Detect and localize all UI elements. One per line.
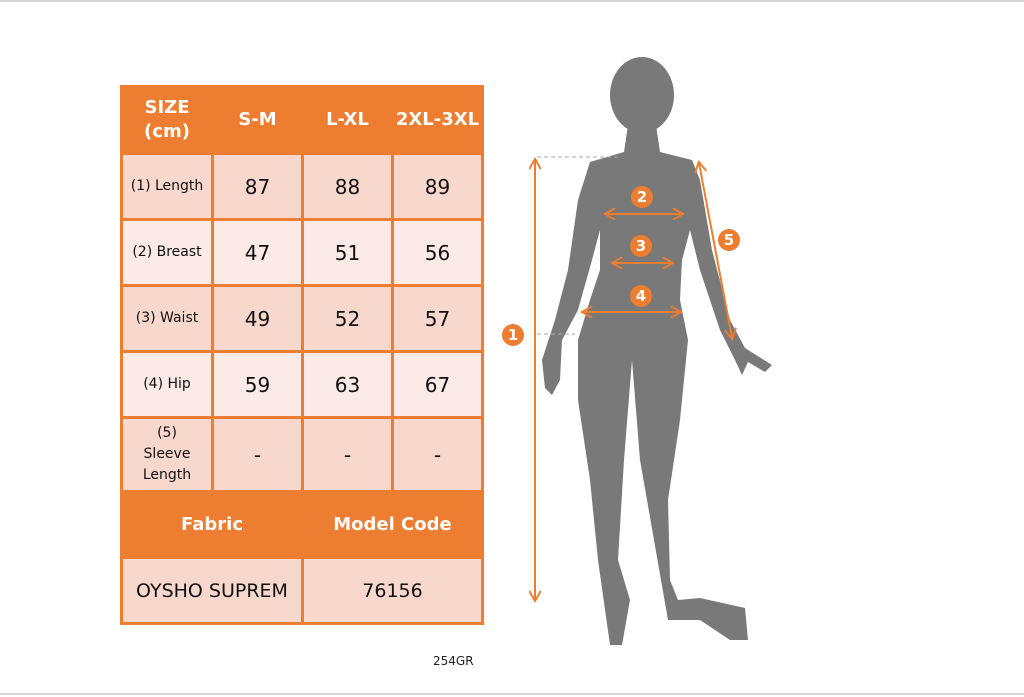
cell: - [211,416,304,493]
marker-5-circle [718,229,740,251]
cell: 59 [211,350,304,419]
table-row: (5) Sleeve Length - - - [120,416,484,493]
marker-2: 2 [637,188,647,206]
cell: 67 [391,350,484,419]
row-label: (1) Length [120,152,214,221]
model-code-header: Model Code [301,490,484,559]
fabric-row: OYSHO SUPREM 76156 [120,556,484,625]
fabric-value: OYSHO SUPREM [120,556,304,625]
model-code-value: 76156 [301,556,484,625]
body-silhouette [542,57,772,645]
marker-2-circle [631,186,653,208]
marker-4: 4 [636,287,646,305]
header-size: SIZE (cm) [120,85,214,155]
header-2xl-3xl: 2XL-3XL [391,85,484,155]
table-header-row: SIZE (cm) S-M L-XL 2XL-3XL [120,85,484,155]
cell: 51 [301,218,394,287]
sleeve-arrow [699,163,732,338]
cell: 63 [301,350,394,419]
cell: 87 [211,152,304,221]
marker-5: 5 [724,231,734,249]
cell: - [391,416,484,493]
cell: 56 [391,218,484,287]
row-label: (4) Hip [120,350,214,419]
fabric-header: Fabric [120,490,304,559]
header-l-xl: L-XL [301,85,394,155]
row-label: (5) Sleeve Length [120,416,214,493]
cell: 88 [301,152,394,221]
marker-4-circle [630,285,652,307]
marker-1-circle [502,324,524,346]
cell: 49 [211,284,304,353]
bottom-border [0,693,1024,695]
table-row: (1) Length 87 88 89 [120,152,484,221]
product-code: 254GR [433,654,474,668]
top-border [0,0,1024,2]
row-label: (3) Waist [120,284,214,353]
cell: - [301,416,394,493]
marker-3-circle [630,235,652,257]
marker-3: 3 [636,237,646,255]
row-label: (2) Breast [120,218,214,287]
size-chart-table: SIZE (cm) S-M L-XL 2XL-3XL (1) Length 87… [120,85,484,625]
table-row: (3) Waist 49 52 57 [120,284,484,353]
table-row: (2) Breast 47 51 56 [120,218,484,287]
cell: 57 [391,284,484,353]
fabric-header-row: Fabric Model Code [120,490,484,559]
cell: 89 [391,152,484,221]
cell: 47 [211,218,304,287]
marker-1: 1 [508,326,518,344]
table-row: (4) Hip 59 63 67 [120,350,484,419]
header-s-m: S-M [211,85,304,155]
cell: 52 [301,284,394,353]
